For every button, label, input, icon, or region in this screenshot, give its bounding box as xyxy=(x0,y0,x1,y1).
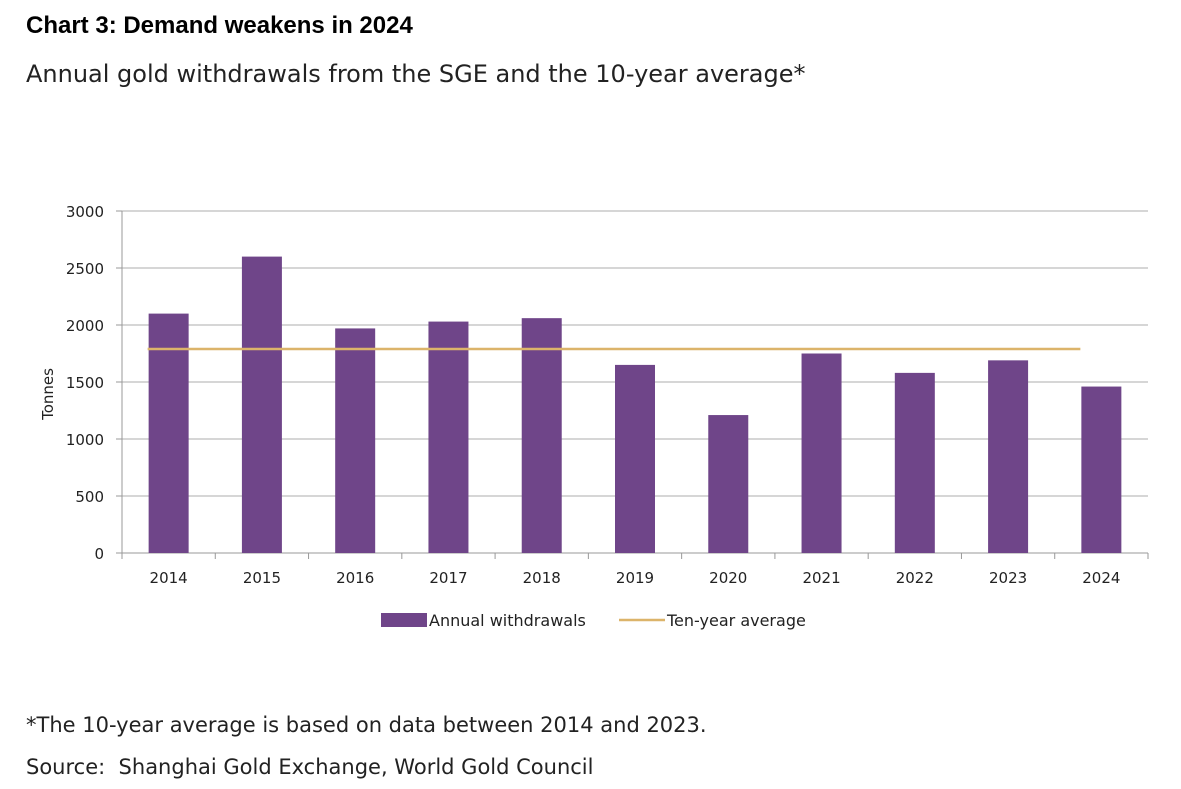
y-tick-label: 2500 xyxy=(66,260,104,278)
x-tick-label: 2024 xyxy=(1082,569,1120,587)
x-tick-label: 2020 xyxy=(709,569,747,587)
legend-label-ten-year-average: Ten-year average xyxy=(666,611,806,630)
bar-2016 xyxy=(335,328,376,553)
y-tick-label: 1000 xyxy=(66,431,104,449)
bar-2024 xyxy=(1081,386,1122,553)
legend-label-annual-withdrawals: Annual withdrawals xyxy=(429,611,586,630)
bar-chart: 0 500 1000 1500 2000 2500 3000 Tonnes 2014 2015 20… xyxy=(39,203,1149,630)
y-tick-label: 0 xyxy=(94,545,104,563)
source-note: Source: Shanghai Gold Exchange, World Go… xyxy=(26,755,594,779)
bar-2022 xyxy=(894,372,935,553)
x-tick-label: 2021 xyxy=(802,569,840,587)
x-tick-label: 2018 xyxy=(523,569,561,587)
x-tick-label: 2014 xyxy=(150,569,188,587)
bar-2020 xyxy=(708,415,749,553)
legend-swatch-bar xyxy=(381,613,427,627)
y-tick-label: 500 xyxy=(75,488,104,506)
bar-2018 xyxy=(521,318,562,553)
y-tick-label: 2000 xyxy=(66,317,104,335)
bar-2014 xyxy=(148,313,189,553)
bar-2015 xyxy=(241,256,282,553)
x-tick-label: 2017 xyxy=(429,569,467,587)
chart-subtitle: Annual gold withdrawals from the SGE and… xyxy=(26,60,806,88)
y-tick-label: 3000 xyxy=(66,203,104,221)
bar-2017 xyxy=(428,321,469,553)
bar-2019 xyxy=(615,364,655,553)
x-tick-label: 2022 xyxy=(896,569,934,587)
footnote: *The 10-year average is based on data be… xyxy=(26,713,707,737)
x-tick-label: 2015 xyxy=(243,569,281,587)
bar-2021 xyxy=(801,353,842,553)
bar-2023 xyxy=(988,360,1029,553)
x-tick-label: 2023 xyxy=(989,569,1027,587)
x-tick-label: 2016 xyxy=(336,569,374,587)
x-tick-label: 2019 xyxy=(616,569,654,587)
y-axis-label: Tonnes xyxy=(39,368,57,421)
chart-title: Chart 3: Demand weakens in 2024 xyxy=(26,12,413,39)
y-tick-label: 1500 xyxy=(66,374,104,392)
